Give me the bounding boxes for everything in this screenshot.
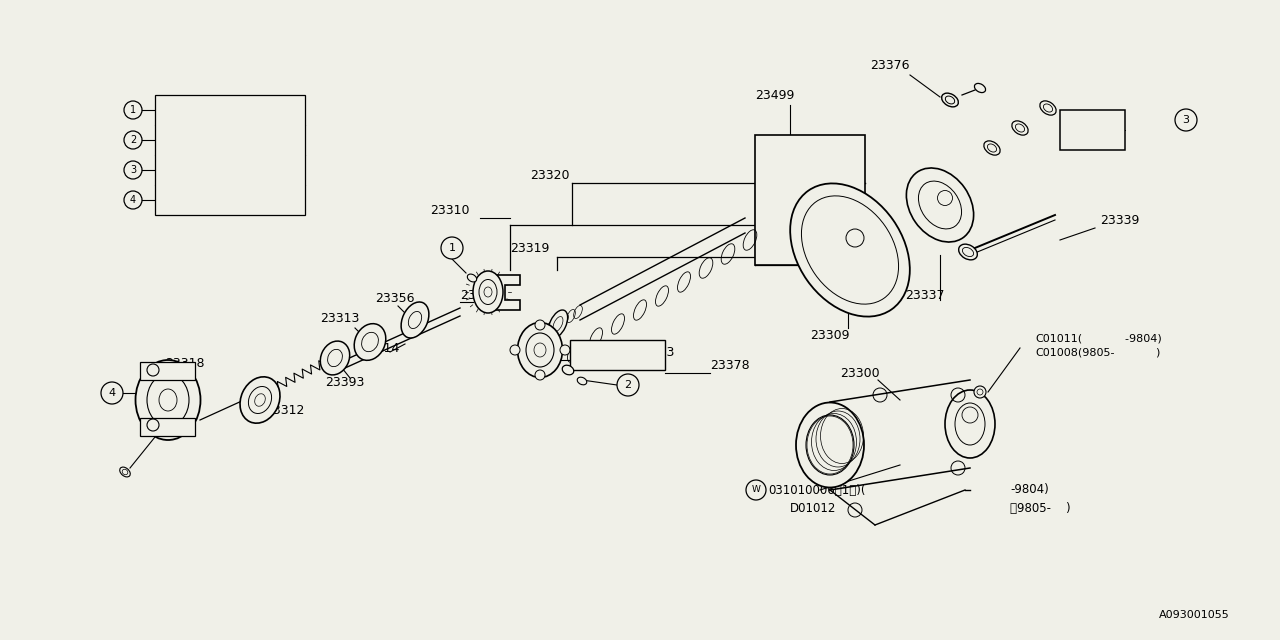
Ellipse shape xyxy=(535,320,545,330)
Ellipse shape xyxy=(906,168,974,242)
Text: 031010006　1　)(: 031010006 1 )( xyxy=(768,483,865,497)
Text: 23318: 23318 xyxy=(165,356,205,369)
Text: 23309: 23309 xyxy=(810,328,850,342)
Bar xyxy=(755,135,865,265)
Text: 23378: 23378 xyxy=(710,358,750,371)
Ellipse shape xyxy=(124,161,142,179)
Text: （9805-    ): （9805- ) xyxy=(1010,502,1070,515)
Ellipse shape xyxy=(617,374,639,396)
Ellipse shape xyxy=(147,364,159,376)
Text: C01008(9805-: C01008(9805- xyxy=(1036,347,1115,357)
Polygon shape xyxy=(490,275,520,310)
Ellipse shape xyxy=(120,467,131,477)
Bar xyxy=(155,95,305,215)
Ellipse shape xyxy=(124,101,142,119)
Text: 23343: 23343 xyxy=(570,351,609,365)
Ellipse shape xyxy=(442,237,463,259)
Ellipse shape xyxy=(124,191,142,209)
Ellipse shape xyxy=(355,324,385,360)
Text: 23356: 23356 xyxy=(375,291,415,305)
Text: 4: 4 xyxy=(131,195,136,205)
Text: -9804): -9804) xyxy=(1117,333,1162,343)
Bar xyxy=(1060,110,1125,150)
Bar xyxy=(140,418,195,436)
Text: D01012: D01012 xyxy=(790,502,836,515)
Text: 2: 2 xyxy=(129,135,136,145)
Text: A093001055: A093001055 xyxy=(1160,610,1230,620)
Ellipse shape xyxy=(577,377,586,385)
Ellipse shape xyxy=(790,184,910,317)
Text: 23393: 23393 xyxy=(325,376,365,388)
Text: 23337: 23337 xyxy=(905,289,945,301)
Ellipse shape xyxy=(401,302,429,338)
Ellipse shape xyxy=(945,390,995,458)
Text: W: W xyxy=(751,486,760,495)
Ellipse shape xyxy=(101,382,123,404)
Text: 23313: 23313 xyxy=(320,312,360,324)
Text: 2: 2 xyxy=(625,380,631,390)
Text: 4: 4 xyxy=(109,388,115,398)
Ellipse shape xyxy=(561,345,570,355)
Ellipse shape xyxy=(959,244,978,260)
Text: 23300: 23300 xyxy=(840,367,879,380)
Ellipse shape xyxy=(124,131,142,149)
Ellipse shape xyxy=(535,370,545,380)
Ellipse shape xyxy=(974,83,986,93)
Ellipse shape xyxy=(474,271,503,313)
Text: 23480*B: 23480*B xyxy=(161,193,215,207)
Ellipse shape xyxy=(1175,109,1197,131)
Text: 23320: 23320 xyxy=(530,168,570,182)
Text: 3: 3 xyxy=(1183,115,1189,125)
Text: 23312: 23312 xyxy=(265,403,305,417)
Text: 23314: 23314 xyxy=(360,342,399,355)
Ellipse shape xyxy=(942,93,959,107)
Text: 3: 3 xyxy=(131,165,136,175)
Text: 23480*A: 23480*A xyxy=(161,163,215,177)
Ellipse shape xyxy=(136,360,201,440)
Ellipse shape xyxy=(467,274,476,282)
Ellipse shape xyxy=(562,365,573,375)
Text: 23339: 23339 xyxy=(1100,214,1139,227)
Text: 23340*A: 23340*A xyxy=(161,104,215,116)
Text: -9804): -9804) xyxy=(1010,483,1048,497)
Bar xyxy=(570,340,666,370)
Text: 23340*B: 23340*B xyxy=(161,134,215,147)
Ellipse shape xyxy=(796,403,864,488)
Text: 1: 1 xyxy=(131,105,136,115)
Ellipse shape xyxy=(320,341,349,375)
Text: 23319: 23319 xyxy=(509,241,549,255)
Ellipse shape xyxy=(974,386,986,398)
Text: C01011(: C01011( xyxy=(1036,333,1082,343)
Text: 23353: 23353 xyxy=(460,289,499,301)
Ellipse shape xyxy=(517,323,562,378)
Ellipse shape xyxy=(1039,101,1056,115)
Text: 1: 1 xyxy=(448,243,456,253)
Text: 23499: 23499 xyxy=(755,88,795,102)
Ellipse shape xyxy=(509,345,520,355)
Ellipse shape xyxy=(241,377,280,423)
Text: 23310: 23310 xyxy=(430,204,470,216)
Ellipse shape xyxy=(746,480,765,500)
Bar xyxy=(140,362,195,380)
Text: 23376: 23376 xyxy=(870,58,910,72)
Text: 23333: 23333 xyxy=(635,346,675,358)
Ellipse shape xyxy=(1012,121,1028,135)
Ellipse shape xyxy=(147,419,159,431)
Text: ): ) xyxy=(1155,347,1160,357)
Ellipse shape xyxy=(548,310,567,338)
Ellipse shape xyxy=(984,141,1000,155)
